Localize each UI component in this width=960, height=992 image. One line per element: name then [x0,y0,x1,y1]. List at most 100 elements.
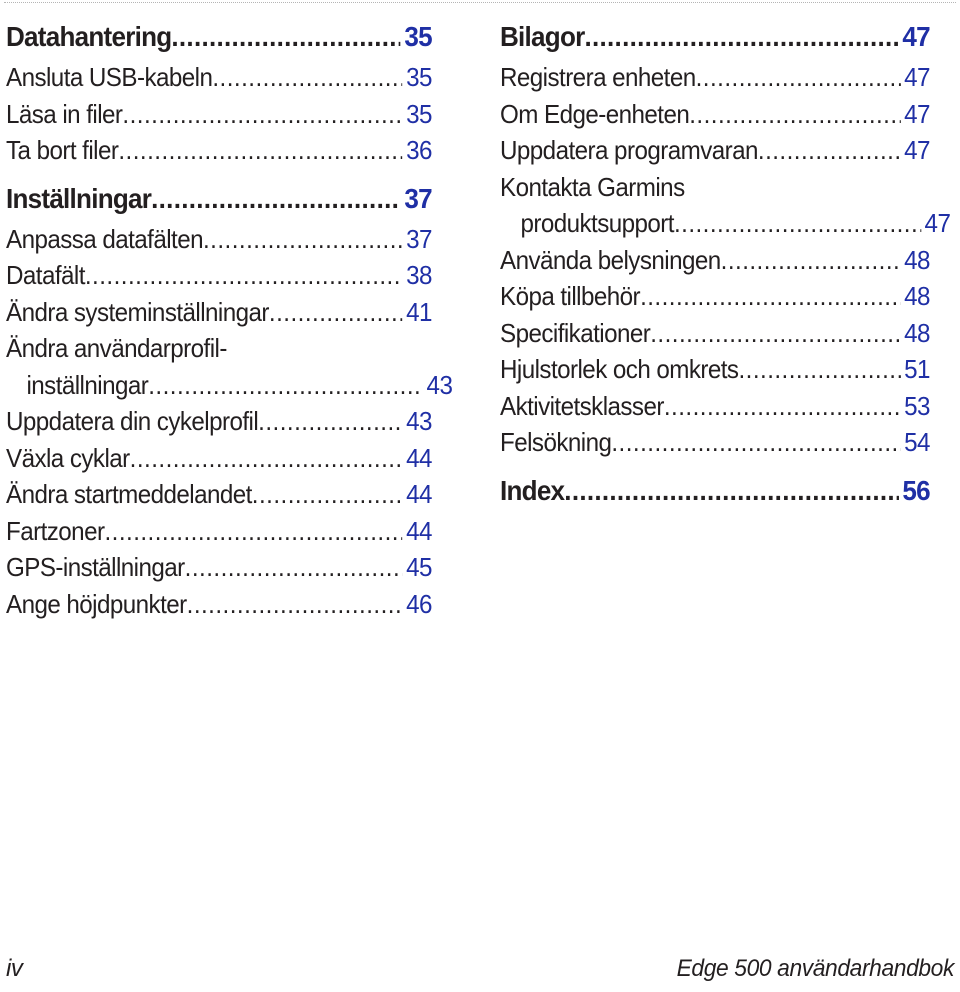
leader-dots: ........................................… [640,281,900,311]
toc-entry-title: produktsupport [520,208,674,238]
leader-dots: ........................................… [151,182,401,214]
toc-entry[interactable]: Uppdatera programvaran .................… [500,132,930,169]
leader-dots: ........................................… [268,296,402,327]
toc-page-number: 47 [904,98,930,129]
toc-entry[interactable]: produktsupport .........................… [500,205,950,242]
toc-page-number: 48 [904,281,930,311]
toc-page-number: 41 [406,296,432,327]
toc-entry-title: Registrera enheten [500,62,696,92]
leader-dots: ........................................… [186,588,403,619]
toc-page-number: 48 [904,244,930,275]
toc-entry[interactable]: Datafält ...............................… [6,257,432,294]
toc-entry[interactable]: Köpa tillbehör .........................… [500,278,930,315]
toc-page-number: 37 [404,182,432,214]
leader-dots: ........................................… [148,369,423,400]
toc-page-number: 36 [406,135,432,165]
toc-entry-title: Datafält [6,260,85,290]
toc-page-number: 43 [426,369,453,400]
toc-page-number: 44 [406,515,432,546]
toc-entry[interactable]: Om Edge-enheten ........................… [500,96,930,133]
leader-dots: ........................................… [104,515,403,546]
toc-right-column: Bilagor ................................… [500,14,951,520]
toc-entry[interactable]: Ansluta USB-kabeln .....................… [6,59,432,96]
toc-entry[interactable]: Anpassa datafälten .....................… [6,221,432,258]
toc-entry-title: Ändra startmeddelandet [6,479,252,509]
toc-entry-title-line1[interactable]: Kontakta Garmins [500,171,685,202]
leader-dots: ........................................… [258,406,402,436]
toc-entry[interactable]: Ändra systeminställningar ..............… [6,294,432,331]
footer-manual-title: Edge 500 användarhandbok [676,955,955,982]
toc-page-number: 48 [904,317,930,348]
toc-entry-title: Anpassa datafälten [6,223,204,254]
toc-entry[interactable]: Fartzoner ..............................… [6,513,432,550]
toc-entry-title: Ändra systeminställningar [6,296,269,327]
footer-page-number: iv [6,955,23,982]
toc-entry-title: Aktivitetsklasser [500,390,664,421]
toc-heading-title: Datahantering [6,21,172,52]
toc-section-installningar: Inställningar ..........................… [6,176,453,623]
toc-entry[interactable]: GPS-inställningar ......................… [6,549,432,586]
toc-entry[interactable]: Läsa in filer ..........................… [6,96,432,133]
toc-entry[interactable]: Specifikationer ........................… [500,315,930,352]
toc-entry[interactable]: Växla cyklar ...........................… [6,440,432,477]
toc-page-number: 37 [406,223,432,254]
leader-dots: ........................................… [584,21,899,52]
toc-entry-title: Köpa tillbehör [500,281,641,311]
toc-heading-title: Bilagor [500,21,585,52]
toc-heading[interactable]: Inställningar ..........................… [6,176,433,221]
leader-dots: ........................................… [757,135,900,165]
leader-dots: ........................................… [118,135,402,165]
toc-entry-title: Ta bort filer [6,135,119,165]
toc-entry[interactable]: Felsökning .............................… [500,424,930,461]
toc-page-number: 45 [406,552,432,582]
leader-dots: ........................................… [171,21,400,52]
toc-heading[interactable]: Bilagor ................................… [500,14,931,59]
toc-page-number: 47 [904,62,930,92]
toc-entry-title: GPS-inställningar [6,552,185,582]
toc-heading[interactable]: Index ..................................… [500,468,931,513]
leader-dots: ........................................… [564,474,899,506]
top-divider [4,2,956,3]
toc-entry-title-line1[interactable]: Ändra användarprofil- [6,333,227,363]
toc-heading-title: Inställningar [6,182,152,214]
toc-entry[interactable]: Registrera enheten .....................… [500,59,930,96]
toc-page-number: 44 [406,479,432,509]
toc-page-number: 47 [924,208,951,238]
leader-dots: ........................................… [689,98,900,129]
toc-entry[interactable]: Uppdatera din cykelprofil ..............… [6,403,432,440]
leader-dots: ........................................… [122,98,403,129]
toc-left-column: Datahantering ..........................… [6,14,453,629]
toc-heading[interactable]: Datahantering ..........................… [6,14,433,59]
toc-entry-title: Om Edge-enheten [500,98,690,129]
toc-section-bilagor: Bilagor ................................… [500,14,951,461]
toc-section-datahantering: Datahantering ..........................… [6,14,433,169]
toc-entry-title: Ange höjdpunkter [6,588,187,619]
toc-page-number: 35 [406,62,432,92]
toc-entry[interactable]: Aktivitetsklasser ......................… [500,388,930,425]
toc-page-number: 54 [904,427,930,457]
toc-entry[interactable]: Använda belysningen ....................… [500,242,930,279]
leader-dots: ........................................… [212,62,402,92]
leader-dots: ........................................… [611,427,900,457]
toc-entry[interactable]: Hjulstorlek och omkrets ................… [500,351,930,388]
toc-page-number: 35 [406,98,432,129]
toc-page-number: 46 [406,588,432,619]
leader-dots: ........................................… [695,62,901,92]
toc-page-number: 38 [406,260,432,290]
leader-dots: ........................................… [720,244,901,275]
toc-entry[interactable]: Ändra startmeddelandet .................… [6,476,432,513]
toc-page-number: 53 [904,390,930,421]
toc-entry-title: Uppdatera programvaran [500,135,758,165]
toc-entry-title: Uppdatera din cykelprofil [6,406,259,436]
toc-entry-title: Felsökning [500,427,612,457]
toc-entry[interactable]: inställningar ..........................… [6,367,452,404]
toc-entry-title: Växla cyklar [6,442,130,473]
toc-entry[interactable]: Ta bort filer ..........................… [6,132,432,169]
toc-entry-title: inställningar [26,369,149,400]
toc-entry-title: Använda belysningen [500,244,721,275]
toc-entry-title: Fartzoner [6,515,105,546]
leader-dots: ........................................… [129,442,403,473]
toc-entry[interactable]: Ange höjdpunkter .......................… [6,586,432,623]
leader-dots: ........................................… [663,390,901,421]
toc-entry-title: Ansluta USB-kabeln [6,62,213,92]
